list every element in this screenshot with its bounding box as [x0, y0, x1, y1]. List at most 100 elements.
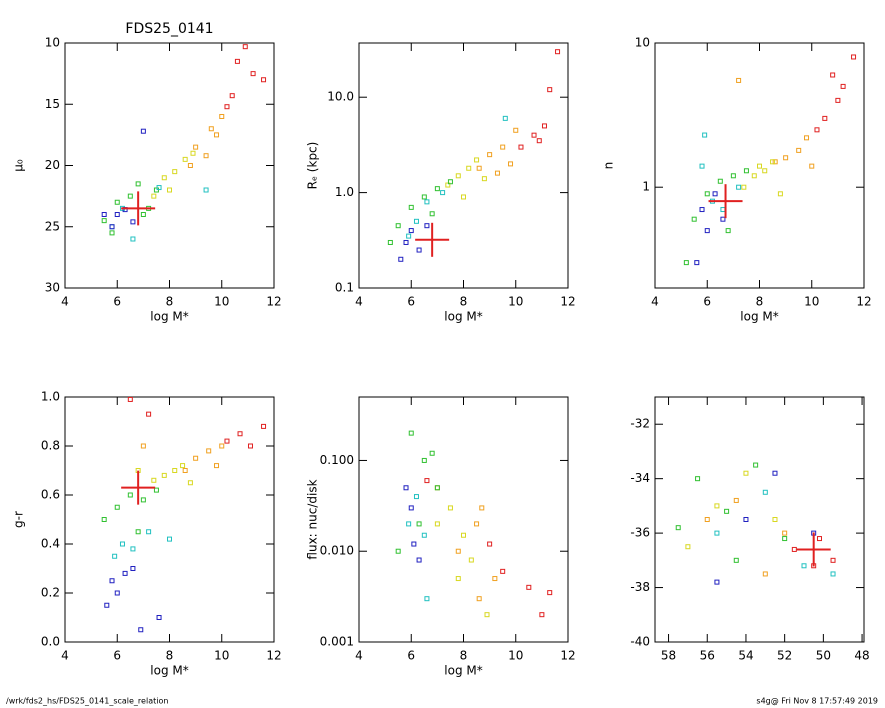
point: [531, 132, 537, 138]
point: [508, 161, 514, 167]
point: [130, 546, 136, 552]
point: [421, 532, 427, 538]
point: [675, 525, 681, 531]
point: [403, 485, 409, 491]
point: [714, 579, 720, 585]
point: [541, 123, 547, 129]
point: [135, 181, 141, 187]
point: [193, 144, 199, 150]
y-tick-label: 30: [45, 281, 60, 295]
point: [762, 489, 768, 495]
point: [172, 169, 178, 175]
point: [801, 563, 807, 569]
y-axis-label: Rₑ (kpc): [306, 142, 320, 190]
point: [114, 590, 120, 596]
point: [547, 590, 553, 596]
point: [753, 462, 759, 468]
point: [455, 173, 461, 179]
point: [695, 476, 701, 482]
point: [694, 260, 700, 266]
point: [476, 596, 482, 602]
x-tick-label: 4: [355, 649, 363, 663]
point: [741, 184, 747, 190]
point: [724, 508, 730, 514]
point: [413, 218, 419, 224]
x-axis-label: log M*: [740, 310, 778, 324]
point: [130, 219, 136, 225]
plot-frame: [358, 42, 569, 289]
y-tick-label: 1.0: [41, 390, 60, 404]
point: [151, 477, 157, 483]
point: [782, 530, 788, 536]
plot-frame: [654, 42, 865, 289]
x-tick-label: 8: [460, 649, 468, 663]
point: [445, 182, 451, 188]
x-axis-label: log M*: [444, 664, 482, 678]
x-tick-label: 10: [508, 295, 523, 309]
y-axis-label: μ₀: [12, 159, 26, 172]
x-tick-label: 12: [266, 295, 281, 309]
y-tick-label: -34: [630, 471, 650, 485]
y-tick-label: 10: [45, 36, 60, 50]
point: [783, 155, 789, 161]
point: [840, 83, 846, 89]
point: [466, 165, 472, 171]
point: [140, 497, 146, 503]
y-tick-label: 1: [642, 180, 650, 194]
y-tick-label: -38: [630, 580, 650, 594]
point: [127, 193, 133, 199]
point: [109, 224, 115, 230]
point: [770, 159, 776, 165]
point: [413, 494, 419, 500]
y-tick-label: 0.6: [41, 488, 60, 502]
point: [502, 115, 508, 121]
point: [691, 216, 697, 222]
point: [702, 132, 708, 138]
y-tick-label: 0.010: [320, 544, 354, 558]
point: [762, 168, 768, 174]
point: [777, 191, 783, 197]
point: [224, 438, 230, 444]
y-tick-label: 1.0: [335, 185, 354, 199]
point: [214, 463, 220, 469]
point: [119, 541, 125, 547]
x-axis-label: log M*: [444, 310, 482, 324]
point: [109, 578, 115, 584]
point: [447, 179, 453, 185]
point: [536, 138, 542, 144]
point: [140, 443, 146, 449]
point: [736, 184, 742, 190]
point: [416, 247, 422, 253]
point: [714, 503, 720, 509]
point: [751, 173, 757, 179]
point: [114, 212, 120, 217]
point: [791, 546, 797, 552]
point: [487, 541, 493, 547]
plot-frame: [64, 42, 275, 289]
point: [187, 480, 193, 486]
y-tick-label: 25: [45, 219, 60, 233]
point: [127, 492, 133, 498]
x-tick-label: 6: [407, 295, 415, 309]
point: [830, 72, 836, 78]
x-tick-label: 6: [113, 295, 121, 309]
point: [704, 517, 710, 522]
point: [804, 135, 810, 141]
y-tick-label: 15: [45, 97, 60, 111]
y-tick-label: 0.1: [335, 281, 354, 295]
point: [424, 596, 430, 602]
point: [421, 194, 427, 200]
point: [851, 54, 857, 60]
point: [772, 470, 778, 476]
point: [406, 233, 412, 239]
y-tick-label: 0.2: [41, 586, 60, 600]
point: [714, 530, 720, 536]
y-tick-label: 0.001: [320, 635, 354, 649]
point: [261, 423, 267, 429]
point: [455, 548, 461, 554]
point: [468, 557, 474, 563]
point: [161, 175, 167, 181]
x-tick-label: 4: [651, 295, 659, 309]
point: [219, 114, 225, 119]
point: [229, 93, 235, 99]
